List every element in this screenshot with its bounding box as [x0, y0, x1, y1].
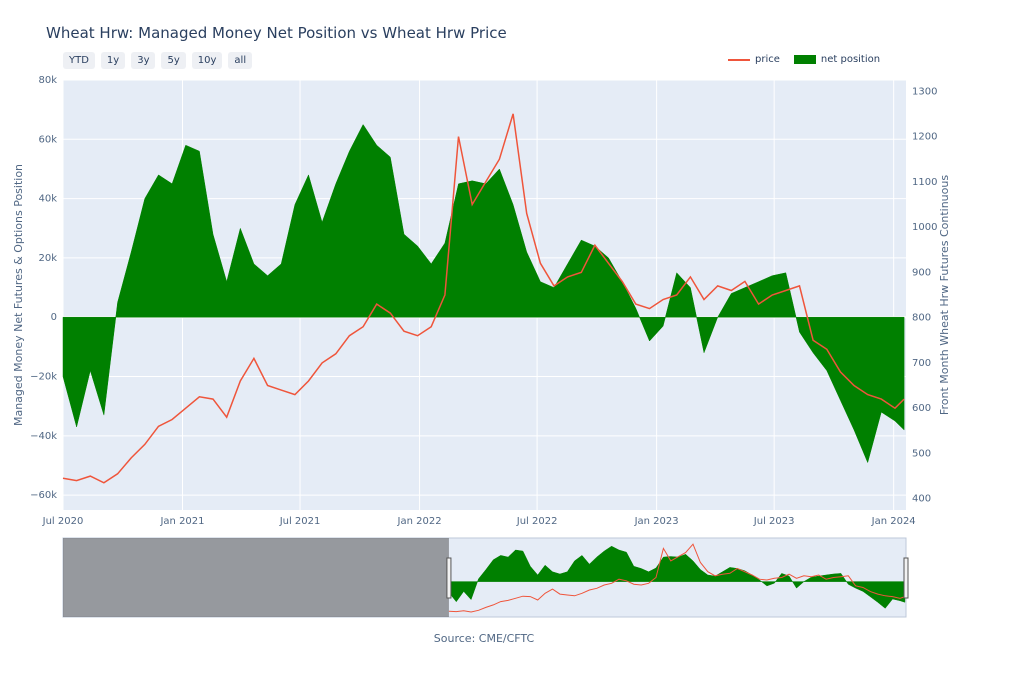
x-tick-label: Jan 2023	[634, 516, 679, 527]
x-tick-label: Jul 2021	[279, 516, 321, 527]
y2-tick-label: 400	[912, 494, 931, 505]
legend-swatch-price	[728, 58, 750, 61]
range-selector: YTD 1y 3y 5y 10y all	[63, 52, 253, 69]
y-tick-label: 60k	[38, 134, 57, 145]
range-button-all[interactable]: all	[228, 52, 253, 69]
range-slider[interactable]	[62, 537, 909, 618]
y-tick-label: 40k	[38, 194, 57, 205]
y2-tick-label: 600	[912, 403, 931, 414]
x-tick-label: Jan 2024	[871, 516, 916, 527]
y2-tick-label: 1200	[912, 132, 937, 143]
range-button-1y[interactable]: 1y	[100, 52, 126, 69]
range-slider-handle-left	[446, 557, 452, 599]
y-axis-title: Managed Money Net Futures & Options Posi…	[12, 164, 25, 426]
y-tick-label: −20k	[30, 372, 57, 383]
y-tick-label: 0	[51, 312, 57, 323]
range-button-5y[interactable]: 5y	[161, 52, 186, 69]
source-label: Source: CME/CFTC	[433, 632, 535, 645]
y-tick-label: −40k	[30, 431, 57, 442]
range-button-10y[interactable]: 10y	[191, 52, 223, 69]
range-button-ytd[interactable]: YTD	[63, 52, 95, 69]
legend: price net position	[728, 54, 880, 65]
legend-item-net-position[interactable]: net position	[793, 54, 881, 65]
y2-tick-label: 900	[912, 267, 931, 278]
chart-title: Wheat Hrw: Managed Money Net Position vs…	[46, 24, 507, 42]
legend-label-price: price	[755, 54, 780, 65]
x-tick-label: Jan 2021	[159, 516, 204, 527]
range-button-3y[interactable]: 3y	[131, 52, 156, 69]
x-tick-label: Jul 2023	[753, 516, 795, 527]
y2-axis-title: Front Month Wheat Hrw Futures Continuous	[938, 175, 951, 415]
y2-tick-label: 800	[912, 313, 931, 324]
y2-tick-label: 1100	[912, 177, 937, 188]
y2-tick-label: 1000	[912, 222, 937, 233]
legend-item-price[interactable]: price	[728, 54, 780, 65]
x-tick-label: Jul 2022	[516, 516, 558, 527]
series-net-position-area	[62, 124, 905, 464]
legend-label-net-position: net position	[820, 54, 881, 65]
y-tick-label: 80k	[38, 75, 57, 86]
y2-tick-label: 500	[912, 448, 931, 459]
series-price-line-mini	[448, 543, 906, 613]
x-tick-label: Jan 2022	[397, 516, 442, 527]
y2-tick-label: 700	[912, 358, 931, 369]
x-tick-label: Jul 2020	[42, 516, 84, 527]
range-slider-mask	[63, 538, 449, 617]
y2-tick-label: 1300	[912, 86, 937, 97]
series-net-position-area-mini	[448, 545, 906, 609]
y-tick-label: 20k	[38, 253, 57, 264]
y-tick-label: −60k	[30, 490, 57, 501]
legend-swatch-net-position	[793, 55, 816, 64]
range-slider-handle-right	[903, 557, 909, 599]
